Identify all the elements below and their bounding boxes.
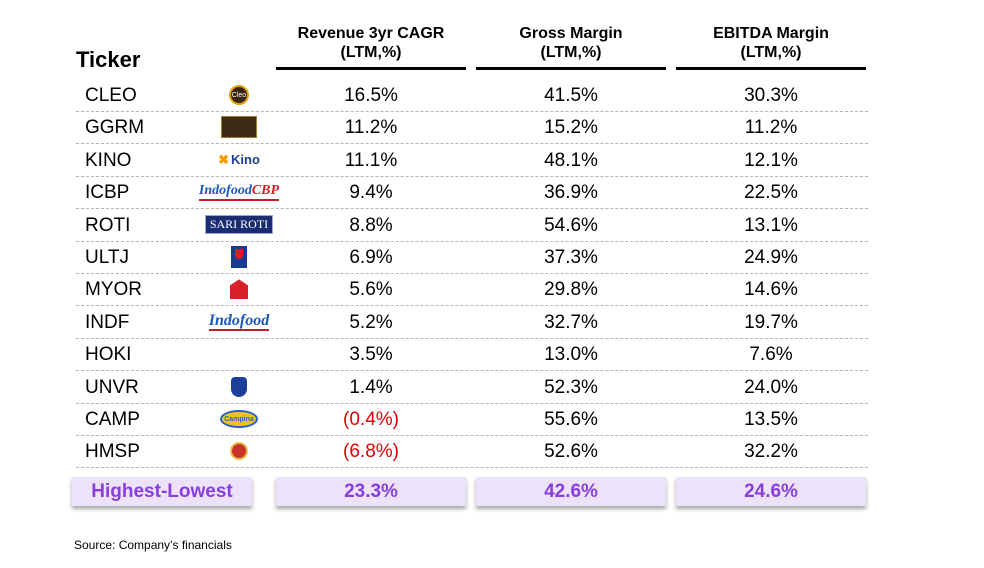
ticker-cell: MYOR — [85, 279, 142, 301]
unilever-logo-mark — [231, 376, 247, 397]
gudang-garam-logo-mark — [221, 116, 257, 139]
ticker-cell: INDF — [85, 311, 130, 333]
ticker-header: Ticker — [76, 47, 141, 72]
gross-margin-header: Gross Margin (LTM,%) — [476, 24, 666, 70]
table-row: HOKI 3.5% 13.0% 7.6% — [76, 339, 868, 372]
revenue-cagr-cell: 16.5% — [344, 85, 398, 106]
sari-roti-logo: SARI ROTI — [194, 213, 284, 237]
cleo-logo: Cleo — [194, 83, 284, 107]
indofood-cbp-logo-mark: IndofoodCBP — [198, 183, 280, 202]
revenue-cagr-cell: 6.9% — [349, 247, 393, 268]
revenue-cagr-cell: 1.4% — [349, 376, 393, 398]
gross-margin-cell: 37.3% — [544, 247, 598, 268]
ultrajaya-logo — [194, 245, 284, 269]
gross-margin-cell: 52.3% — [544, 376, 598, 398]
gross-margin-cell: 48.1% — [544, 149, 598, 171]
ebitda-margin-cell: 12.1% — [744, 149, 798, 171]
indofood-logo-mark: Indofood — [208, 312, 270, 332]
unilever-logo — [194, 375, 284, 399]
ticker-cell: UNVR — [85, 376, 139, 398]
gross-margin-cell: 55.6% — [544, 409, 598, 430]
summary-label: Highest-Lowest — [72, 477, 252, 506]
ticker-cell: ICBP — [85, 182, 130, 204]
ticker-cell: HMSP — [85, 441, 140, 463]
campina-logo: Campina — [194, 407, 284, 431]
gross-margin-cell: 52.6% — [544, 441, 598, 463]
ticker-cell: HOKI — [85, 344, 132, 366]
indofood-cbp-logo: IndofoodCBP — [194, 180, 284, 204]
gross-margin-cell: 15.2% — [544, 117, 598, 139]
revenue-cagr-cell: 3.5% — [349, 344, 393, 366]
summary-revenue-cagr: 23.3% — [276, 477, 466, 506]
kino-logo: ✖ Kino — [194, 148, 284, 172]
revenue-cagr-cell: 5.2% — [349, 311, 393, 333]
ebitda-margin-cell: 32.2% — [744, 441, 798, 463]
campina-logo-mark: Campina — [220, 410, 258, 428]
ticker-cell: GGRM — [85, 117, 145, 139]
gudang-garam-logo — [194, 115, 284, 139]
indofood-logo: Indofood — [194, 310, 284, 334]
ebitda-margin-header: EBITDA Margin (LTM,%) — [676, 24, 866, 70]
ticker-cell: ULTJ — [85, 247, 129, 268]
kino-logo-text: Kino — [231, 151, 260, 167]
revenue-cagr-header: Revenue 3yr CAGR (LTM,%) — [276, 24, 466, 70]
table-row: ROTI SARI ROTI 8.8% 54.6% 13.1% — [76, 210, 868, 242]
source-note: Source: Company’s financials — [74, 538, 232, 552]
ebitda-margin-cell: 13.5% — [744, 409, 798, 430]
ebitda-margin-cell: 30.3% — [744, 85, 798, 106]
ebitda-margin-cell: 22.5% — [744, 182, 798, 204]
revenue-cagr-cell: 8.8% — [349, 214, 393, 236]
revenue-cagr-cell: 9.4% — [349, 182, 393, 204]
table-row: KINO ✖ Kino 11.1% 48.1% 12.1% — [76, 145, 868, 177]
table-row: CLEO Cleo 16.5% 41.5% 30.3% — [76, 80, 868, 112]
ebitda-margin-cell: 19.7% — [744, 311, 798, 333]
sari-roti-logo-mark: SARI ROTI — [204, 215, 274, 235]
gross-margin-cell: 32.7% — [544, 311, 598, 333]
logo-empty — [194, 342, 284, 366]
ticker-cell: CAMP — [85, 409, 140, 430]
summary-ebitda-margin: 24.6% — [676, 477, 866, 506]
table-row: CAMP Campina (0.4%) 55.6% 13.5% — [76, 404, 868, 436]
gross-margin-cell: 41.5% — [544, 85, 598, 106]
kino-logo-k: ✖ — [218, 151, 229, 167]
indofood-cbp-logo-suffix: CBP — [251, 183, 280, 199]
ticker-cell: ROTI — [85, 214, 131, 236]
mayora-logo-mark — [230, 279, 248, 300]
ebitda-margin-cell: 24.9% — [744, 247, 798, 268]
revenue-cagr-cell: 5.6% — [349, 279, 393, 301]
gross-margin-cell: 13.0% — [544, 344, 598, 366]
sampoerna-logo — [194, 439, 284, 463]
revenue-cagr-cell: 11.2% — [344, 117, 398, 139]
ticker-cell: CLEO — [85, 85, 137, 106]
ebitda-margin-cell: 14.6% — [744, 279, 798, 301]
table-row: UNVR 1.4% 52.3% 24.0% — [76, 372, 868, 404]
ebitda-margin-cell: 11.2% — [744, 117, 798, 139]
table-row: INDF Indofood 5.2% 32.7% 19.7% — [76, 307, 868, 339]
gross-margin-cell: 54.6% — [544, 214, 598, 236]
kino-logo-mark: ✖ Kino — [218, 152, 260, 168]
mayora-logo — [194, 277, 284, 301]
revenue-cagr-cell: 11.1% — [344, 149, 398, 171]
summary-gross-margin: 42.6% — [476, 477, 666, 506]
table-row: ULTJ 6.9% 37.3% 24.9% — [76, 242, 868, 274]
gross-margin-cell: 29.8% — [544, 279, 598, 301]
ebitda-margin-cell: 13.1% — [744, 214, 798, 236]
revenue-cagr-cell: (0.4%) — [343, 409, 399, 430]
ebitda-margin-cell: 24.0% — [744, 376, 798, 398]
revenue-cagr-cell: (6.8%) — [343, 441, 399, 463]
sampoerna-logo-mark — [230, 442, 248, 461]
table-row: GGRM 11.2% 15.2% 11.2% — [76, 112, 868, 145]
ultrajaya-logo-mark — [231, 246, 247, 268]
table-row: MYOR 5.6% 29.8% 14.6% — [76, 274, 868, 307]
ticker-cell: KINO — [85, 149, 132, 171]
ebitda-margin-cell: 7.6% — [749, 344, 793, 366]
gross-margin-cell: 36.9% — [544, 182, 598, 204]
indofood-cbp-logo-text: Indofood — [198, 183, 252, 199]
table-row: HMSP (6.8%) 52.6% 32.2% — [76, 436, 868, 469]
table-row: ICBP IndofoodCBP 9.4% 36.9% 22.5% — [76, 177, 868, 210]
cleo-logo-mark: Cleo — [229, 85, 249, 105]
